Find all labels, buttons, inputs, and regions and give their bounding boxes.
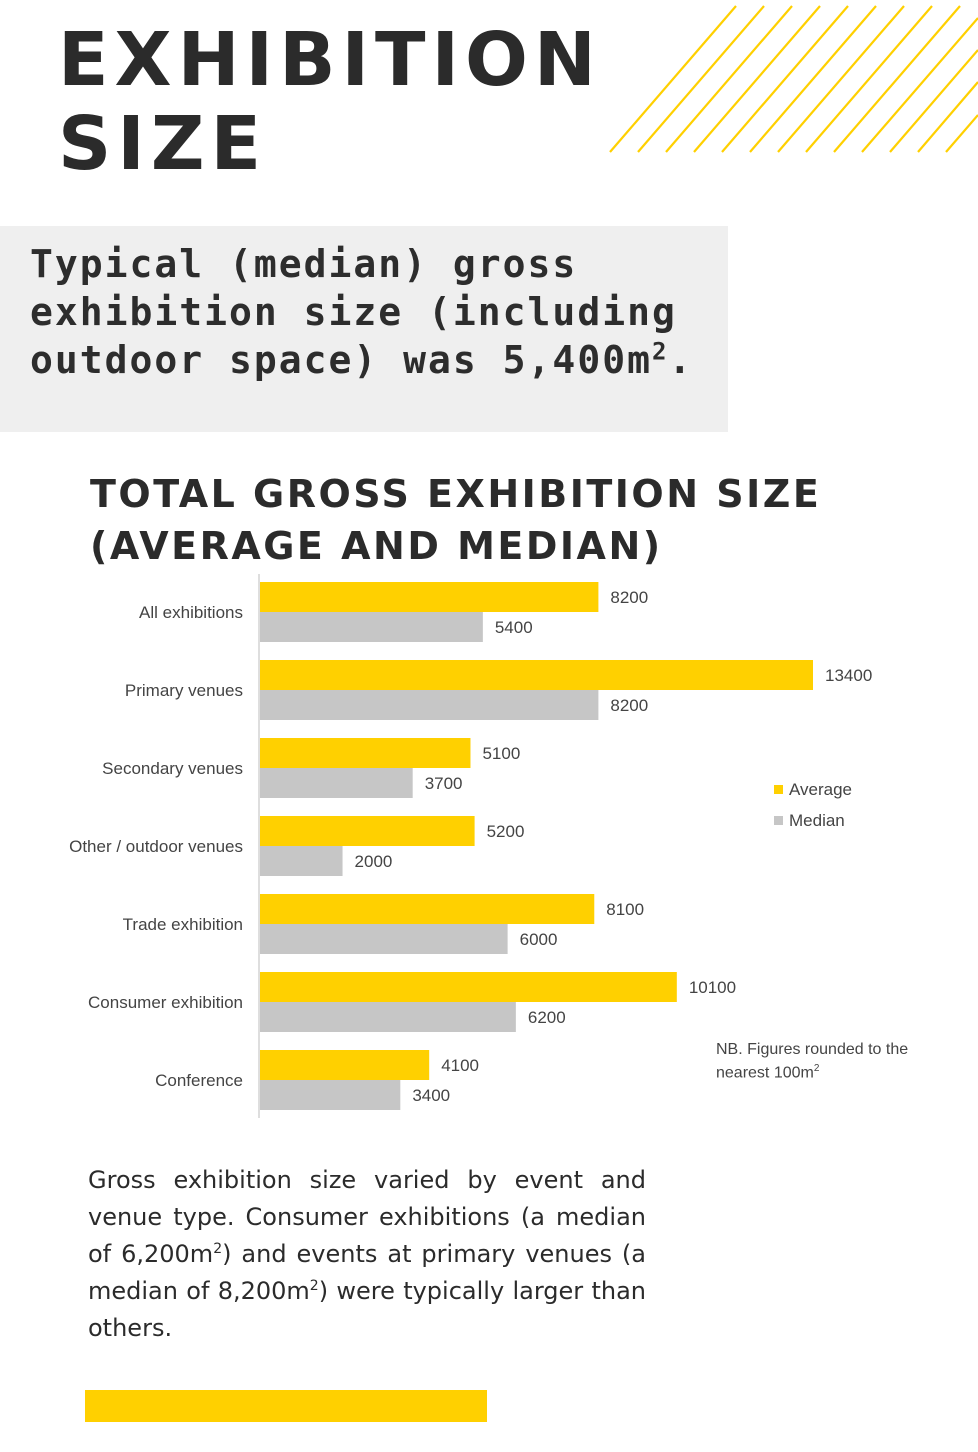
summary-line2: exhibition size (including: [30, 290, 677, 334]
summary-superscript: 2: [651, 337, 669, 366]
category-label: Consumer exhibition: [88, 993, 243, 1012]
category-label: Conference: [155, 1071, 243, 1090]
data-label-median: 3400: [412, 1086, 450, 1105]
bar-average: [260, 582, 599, 612]
rounding-note: NB. Figures rounded to the nearest 100m2: [716, 1040, 956, 1082]
category-label: Secondary venues: [102, 759, 243, 778]
bar-average: [260, 894, 595, 924]
category-label: Trade exhibition: [123, 915, 243, 934]
chart-title: TOTAL GROSS EXHIBITION SIZE (AVERAGE AND…: [90, 468, 821, 572]
data-label-average: 10100: [689, 978, 736, 997]
body-paragraph: Gross exhibition size varied by event an…: [88, 1162, 646, 1347]
body-sup2: 2: [309, 1278, 319, 1294]
legend-swatch-median: [774, 816, 783, 825]
data-label-median: 6200: [528, 1008, 566, 1027]
page-title: EXHIBITION SIZE: [58, 18, 602, 186]
data-label-average: 5200: [487, 822, 525, 841]
bar-average: [260, 1050, 430, 1080]
legend-item-average: Average: [774, 774, 852, 805]
data-label-median: 3700: [425, 774, 463, 793]
body-part2: ) and events at primary venues (a median…: [88, 1240, 646, 1305]
body-part1: Gross exhibition size varied by event an…: [88, 1166, 646, 1268]
category-label: Other / outdoor venues: [69, 837, 243, 856]
data-label-average: 8100: [606, 900, 644, 919]
bar-median: [260, 846, 343, 876]
data-label-median: 6000: [520, 930, 558, 949]
data-label-median: 5400: [495, 618, 533, 637]
body-sup1: 2: [213, 1241, 223, 1257]
note-line1: NB. Figures rounded to the: [716, 1041, 909, 1058]
page-title-line2: SIZE: [58, 101, 268, 187]
category-label: Primary venues: [125, 681, 243, 700]
bar-median: [260, 612, 483, 642]
data-label-median: 2000: [355, 852, 393, 871]
bar-median: [260, 1002, 516, 1032]
chart-title-line2: (AVERAGE AND MEDIAN): [90, 524, 663, 568]
bar-median: [260, 924, 508, 954]
bar-median: [260, 690, 599, 720]
data-label-average: 8200: [610, 588, 648, 607]
chart-title-line1: TOTAL GROSS EXHIBITION SIZE: [90, 472, 822, 516]
summary-period: .: [668, 338, 694, 382]
summary-box: Typical (median) gross exhibition size (…: [0, 226, 728, 432]
legend-label-average: Average: [789, 779, 853, 799]
summary-line3: outdoor space) was 5,400m: [30, 338, 652, 382]
body-part3: ) were typically larger than others.: [88, 1277, 646, 1342]
category-label: All exhibitions: [139, 603, 243, 622]
bar-median: [260, 768, 413, 798]
summary-text: Typical (median) gross exhibition size (…: [30, 240, 720, 384]
chart-legend: Average Median: [774, 774, 852, 836]
note-superscript: 2: [813, 1063, 820, 1074]
note-line2: nearest 100m: [716, 1064, 814, 1082]
legend-item-median: Median: [774, 805, 852, 836]
diagonal-stripes-decoration: [609, 5, 978, 153]
legend-label-median: Median: [789, 810, 845, 830]
bar-average: [260, 972, 677, 1002]
bar-average: [260, 738, 471, 768]
bar-average: [260, 816, 475, 846]
bar-median: [260, 1080, 401, 1110]
data-label-average: 5100: [482, 744, 520, 763]
data-label-average: 13400: [825, 666, 872, 685]
legend-swatch-average: [774, 785, 783, 794]
summary-line1: Typical (median) gross: [30, 242, 578, 286]
page-title-line1: EXHIBITION: [58, 17, 602, 103]
data-label-average: 4100: [441, 1056, 479, 1075]
footer-accent-bar: [85, 1390, 487, 1422]
data-label-median: 8200: [610, 696, 648, 715]
bar-chart: All exhibitions 8200 5400 Primary venues 134…: [69, 574, 872, 1118]
bar-average: [260, 660, 813, 690]
